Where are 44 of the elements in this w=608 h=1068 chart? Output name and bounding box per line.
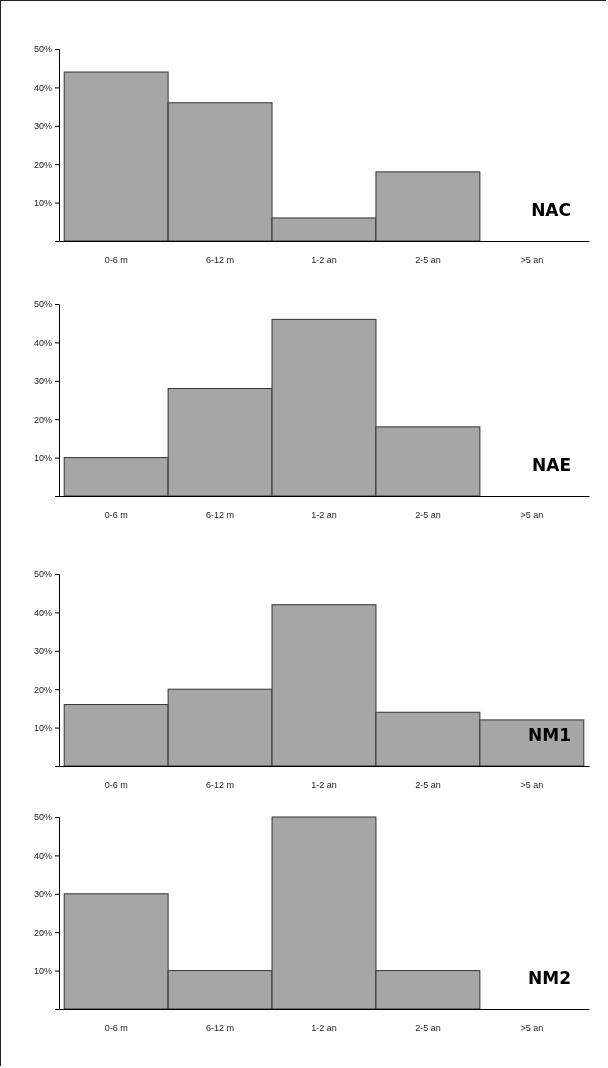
x-tick-label: 1-2 an [311, 255, 337, 266]
x-tick-label: 6-12 m [206, 255, 235, 266]
x-tick-label: 0-6 m [104, 510, 128, 521]
x-tick-label: 2-5 an [415, 255, 441, 266]
y-tick-label: 10% [33, 452, 52, 463]
text: NAC [531, 200, 571, 220]
y-tick-label: 10% [33, 722, 52, 733]
y-tick-label: 50% [33, 44, 52, 55]
y-tick-label: 40% [33, 337, 52, 348]
y-tick-label: 10% [33, 965, 52, 976]
x-tick-label: >5 an [520, 780, 544, 791]
text: NM2 [528, 968, 571, 988]
x-tick-label: 6-12 m [206, 1023, 235, 1034]
y-tick-label: 40% [33, 82, 52, 93]
y-tick-label: 20% [33, 684, 52, 695]
y-tick-label: 30% [33, 889, 52, 900]
y-tick-label: 30% [33, 646, 52, 657]
x-tick-label: 1-2 an [311, 1023, 337, 1034]
y-tick-label: 20% [33, 414, 52, 425]
x-tick-label: 0-6 m [104, 1023, 128, 1034]
y-tick-label: 40% [33, 607, 52, 618]
x-tick-label: 0-6 m [104, 780, 128, 791]
y-tick-label: 50% [33, 569, 52, 580]
x-tick-label: 6-12 m [206, 780, 235, 791]
x-tick-label: >5 an [520, 510, 544, 521]
x-tick-label: 6-12 m [206, 510, 235, 521]
x-tick-label: 2-5 an [415, 1023, 441, 1034]
text: NAE [532, 455, 571, 475]
y-tick-label: 20% [33, 927, 52, 938]
x-tick-label: 2-5 an [415, 780, 441, 791]
x-tick-label: 1-2 an [311, 780, 337, 791]
y-tick-label: 40% [33, 850, 52, 861]
y-tick-label: 30% [33, 121, 52, 132]
y-tick-label: 20% [33, 159, 52, 170]
y-tick-label: 30% [33, 376, 52, 387]
x-tick-label: >5 an [520, 1023, 544, 1034]
x-tick-label: 2-5 an [415, 510, 441, 521]
x-tick-label: 0-6 m [104, 255, 128, 266]
x-tick-label: >5 an [520, 255, 544, 266]
text: NM1 [528, 725, 571, 745]
y-tick-label: 50% [33, 299, 52, 310]
x-tick-label: 1-2 an [311, 510, 337, 521]
y-tick-label: 50% [33, 812, 52, 823]
y-tick-label: 10% [33, 197, 52, 208]
